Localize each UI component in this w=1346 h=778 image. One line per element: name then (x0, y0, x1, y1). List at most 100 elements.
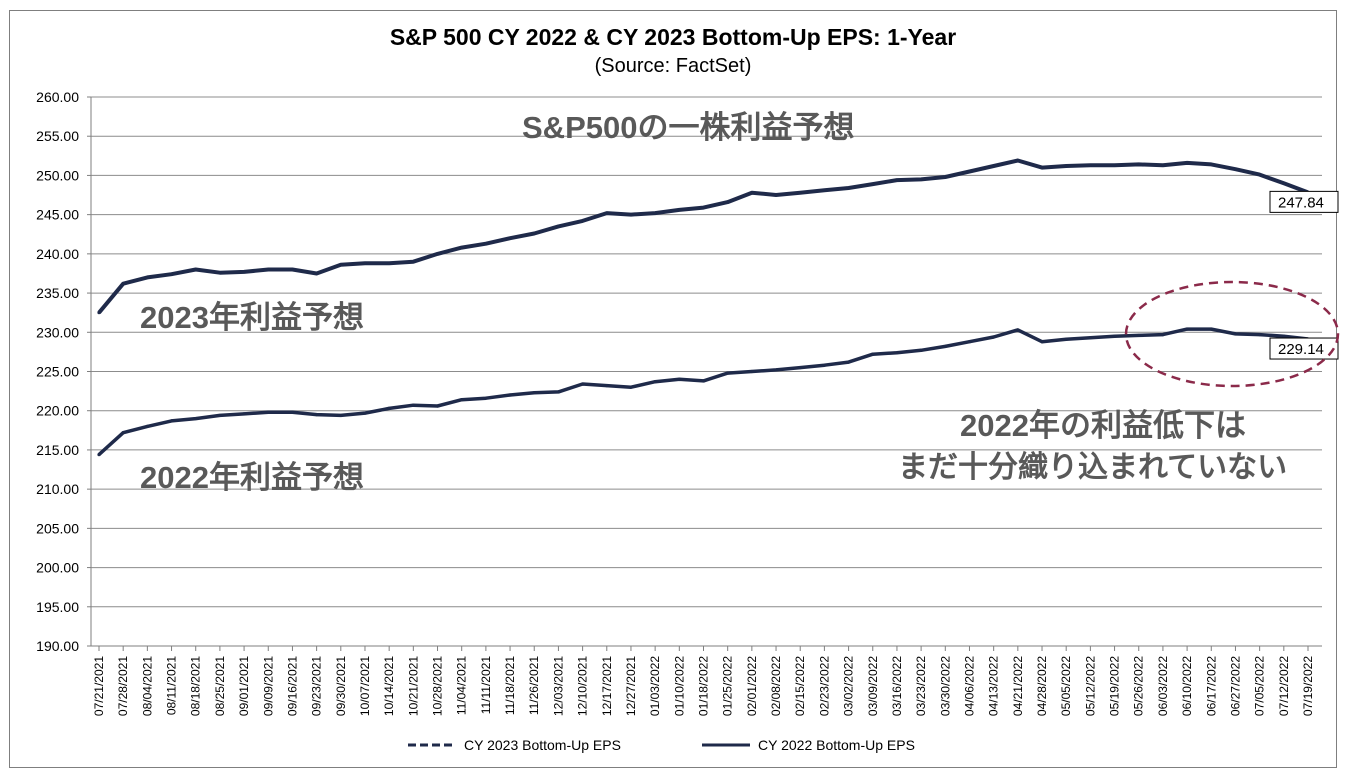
x-tick-label: 08/04/2021 (140, 656, 154, 716)
series-cy2022-point (169, 419, 174, 423)
series-cy2023-point (460, 245, 464, 250)
chart-title: S&P 500 CY 2022 & CY 2023 Bottom-Up EPS:… (389, 24, 957, 50)
series-cy2022-point (798, 365, 802, 370)
series-cy2022-point (266, 410, 270, 414)
x-tick-label: 12/27/2021 (624, 656, 638, 716)
x-tick-label: 10/14/2021 (382, 656, 396, 716)
series-cy2022-point (508, 393, 512, 397)
series-cy2022-point (97, 453, 101, 457)
series-cy2022-point (1161, 333, 1165, 337)
x-tick-label: 05/19/2022 (1108, 656, 1122, 716)
series-cy2022-point (1233, 332, 1238, 336)
series-cy2023-point (315, 271, 319, 276)
series-cy2023-point (822, 188, 827, 192)
series-cy2023-point (1137, 162, 1141, 167)
series-cy2022-point (919, 348, 923, 352)
series-cy2023-point (1161, 163, 1165, 167)
series-cy2023-point (411, 260, 415, 264)
series-cy2023-point (218, 271, 222, 275)
series-cy2023-point (508, 236, 512, 240)
x-tick-label: 08/11/2021 (165, 656, 179, 715)
series-cy2023-point (194, 267, 198, 272)
x-tick-label: 09/01/2021 (237, 656, 251, 716)
annotation-2022-decline-line1: 2022年の利益低下は (960, 408, 1246, 443)
series-cy2023-point (1185, 161, 1189, 165)
series-cy2022-point (387, 406, 391, 410)
series-cy2022-point (339, 413, 343, 418)
series-cy2023-point (1282, 181, 1286, 185)
series-cy2022-point (1209, 327, 1213, 331)
series-cy2022-point (943, 344, 947, 349)
series-cy2023-point (895, 178, 899, 182)
series-cy2022-point (435, 404, 440, 408)
series-cy2023-point (556, 224, 561, 229)
series-cy2022-point (1258, 333, 1262, 337)
series-cy2022-point (822, 363, 827, 367)
series-cy2022-point (145, 424, 149, 428)
series-cy2022-point (677, 377, 681, 381)
series-cy2022-point (992, 335, 996, 339)
series-cy2022-point (1016, 328, 1020, 332)
x-tick-label: 08/18/2021 (189, 656, 203, 716)
x-tick-label: 01/25/2022 (721, 656, 735, 716)
x-tick-label: 02/23/2022 (817, 656, 831, 716)
y-tick-label: 250.00 (36, 167, 79, 183)
series-cy2022-point (895, 351, 899, 355)
series-cy2022-point (653, 380, 657, 384)
x-tick-label: 11/11/2021 (479, 656, 493, 715)
series-cy2023-point (290, 267, 295, 272)
series-cy2022-point (411, 403, 415, 407)
y-tick-label: 260.00 (36, 89, 79, 105)
series-cy2023-point (1088, 163, 1092, 167)
series-cy2022-point (871, 352, 875, 356)
x-tick-label: 12/03/2021 (551, 656, 565, 716)
x-tick-label: 03/02/2022 (842, 656, 856, 716)
legend-label-cy2023: CY 2023 Bottom-Up EPS (464, 737, 621, 753)
series-cy2022-point (1185, 327, 1189, 331)
series-cy2023-point (677, 208, 681, 212)
end-label-box-cy2023 (1269, 190, 1339, 213)
x-tick-label: 07/05/2022 (1253, 656, 1267, 716)
x-tick-label: 11/26/2021 (527, 656, 541, 715)
series-cy2023-line (97, 158, 1309, 314)
series-cy2022-point (701, 379, 706, 383)
series-cy2022-point (1282, 334, 1286, 338)
series-cy2022-point (556, 390, 561, 394)
series-cy2022-point (1088, 336, 1092, 340)
series-cy2023-point (798, 191, 802, 195)
x-tick-label: 08/25/2021 (213, 656, 227, 716)
series-cy2022-point (315, 413, 319, 417)
x-tick-label: 09/30/2021 (334, 656, 348, 716)
series-cy2023-point (532, 231, 536, 236)
series-cy2023-point (1258, 173, 1262, 177)
y-tick-label: 200.00 (36, 560, 79, 576)
annotation-2023-forecast: 2023年利益予想 (140, 300, 364, 335)
series-cy2022-point (1137, 333, 1141, 338)
series-cy2023-point (605, 211, 609, 215)
series-cy2023-point (363, 261, 367, 265)
series-cy2023-point (581, 219, 585, 223)
x-tick-label: 07/28/2021 (116, 656, 130, 716)
series-cy2023-point (169, 272, 174, 276)
x-tick-label: 06/03/2022 (1156, 656, 1170, 716)
x-tick-label: 10/21/2021 (406, 656, 420, 716)
x-tick-label: 10/28/2021 (431, 656, 445, 716)
y-tick-label: 230.00 (36, 324, 79, 340)
series-cy2022-point (1040, 340, 1044, 344)
x-tick-label: 05/26/2022 (1132, 656, 1146, 716)
x-tick-label: 09/16/2021 (285, 656, 299, 716)
highlight-ellipse (1124, 280, 1340, 388)
x-tick-label: 06/17/2022 (1204, 656, 1218, 716)
series-cy2023-point (629, 213, 633, 217)
series-cy2023-point (774, 193, 778, 197)
series-cy2023-point (726, 200, 730, 204)
x-tick-label: 01/18/2022 (697, 656, 711, 716)
y-tick-label: 235.00 (36, 285, 79, 301)
series-cy2023-point (121, 282, 125, 286)
y-tick-label: 220.00 (36, 403, 79, 419)
series-cy2022-point (1112, 334, 1117, 338)
series-cy2022-point (581, 382, 585, 386)
series-cy2023-point (1233, 167, 1238, 171)
series-cy2023-point (339, 263, 343, 267)
